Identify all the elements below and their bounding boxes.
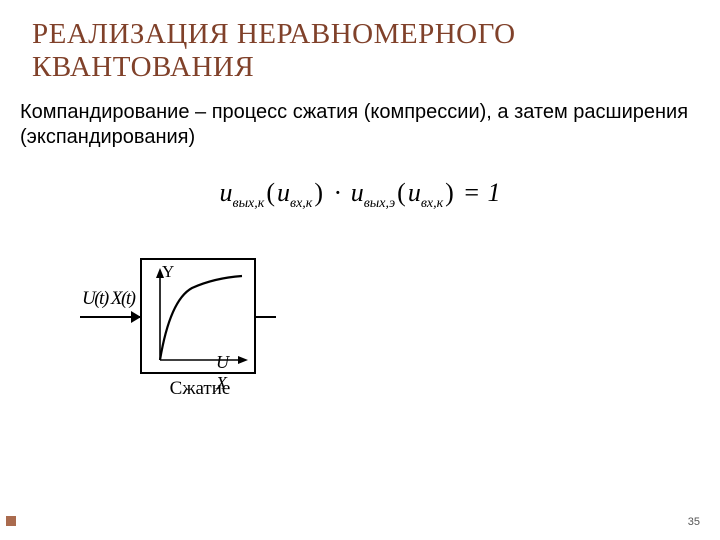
formula-sub2: вх,к bbox=[290, 196, 312, 211]
page-number: 35 bbox=[688, 516, 700, 528]
input-label: U(t) X(t) bbox=[82, 288, 134, 310]
formula-u3: u bbox=[351, 178, 364, 207]
slide: РЕАЛИЗАЦИЯ НЕРАВНОМЕРНОГО КВАНТОВАНИЯ Ко… bbox=[0, 0, 720, 540]
compressor-box bbox=[140, 258, 256, 374]
formula-u2: u bbox=[277, 178, 290, 207]
formula-sub4: вх,к bbox=[421, 196, 443, 211]
arrow-in-icon bbox=[80, 316, 140, 318]
body-paragraph: Компандирование – процесс сжатия (компре… bbox=[20, 100, 700, 150]
formula-sub1: вых,к bbox=[233, 196, 265, 211]
y-axis-label: Y bbox=[162, 262, 174, 282]
formula-rhs: 1 bbox=[488, 178, 501, 207]
formula-u4: u bbox=[408, 178, 421, 207]
diagram-caption: Сжатие bbox=[160, 378, 240, 400]
formula: uвых,к(uвх,к) · uвых,э(uвх,к) = 1 bbox=[0, 178, 720, 212]
curve-plot bbox=[142, 260, 254, 372]
arrow-out-icon bbox=[256, 316, 276, 318]
slide-title: РЕАЛИЗАЦИЯ НЕРАВНОМЕРНОГО КВАНТОВАНИЯ bbox=[32, 18, 692, 85]
corner-bullet-icon bbox=[6, 516, 16, 526]
formula-sub3: вых,э bbox=[364, 196, 395, 211]
formula-u1: u bbox=[220, 178, 233, 207]
